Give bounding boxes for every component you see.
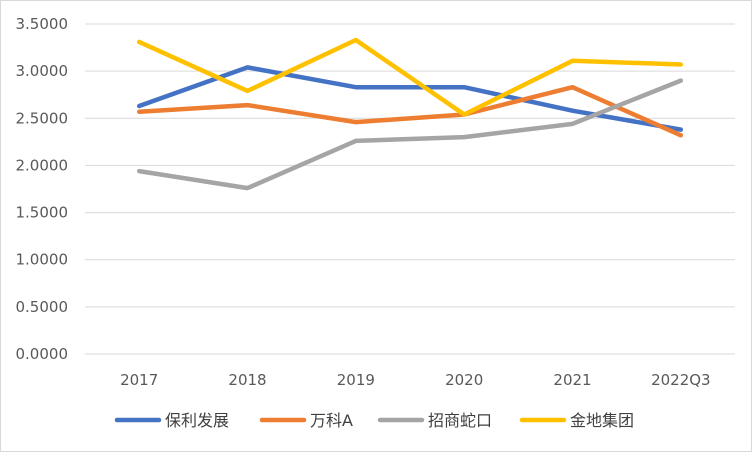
series-line-1 <box>136 65 684 132</box>
gridlines <box>85 23 735 355</box>
x-tick-label: 2018 <box>228 371 266 389</box>
legend: 保利发展 万科A 招商蛇口 金地集团 <box>114 411 634 430</box>
x-tick-label: 2021 <box>553 371 591 389</box>
legend-label: 金地集团 <box>570 411 634 430</box>
x-axis-tick-labels: 2017 2018 2019 2020 2021 2022Q3 <box>120 371 711 389</box>
x-tick-label: 2019 <box>337 371 375 389</box>
x-tick-label: 2017 <box>120 371 158 389</box>
y-tick-label: 0.5000 <box>16 298 69 316</box>
y-tick-label: 3.0000 <box>16 62 69 80</box>
legend-label: 万科A <box>310 411 353 430</box>
y-tick-label: 2.5000 <box>16 109 69 127</box>
y-tick-label: 1.5000 <box>16 204 69 222</box>
legend-label: 招商蛇口 <box>428 411 492 430</box>
y-axis-tick-labels: 0.0000 0.5000 1.0000 1.5000 2.0000 2.5000 3.00… <box>16 15 69 363</box>
x-tick-label: 2020 <box>445 371 483 389</box>
series-lines <box>136 37 684 191</box>
series-line-4 <box>136 37 684 117</box>
series-line-2 <box>136 84 684 138</box>
series-line-3 <box>136 78 684 191</box>
y-tick-label: 2.0000 <box>16 156 69 174</box>
y-tick-label: 3.5000 <box>16 15 69 33</box>
y-tick-label: 0.0000 <box>16 345 69 363</box>
legend-label: 保利发展 <box>165 411 229 430</box>
y-tick-label: 1.0000 <box>16 251 69 269</box>
x-tick-label: 2022Q3 <box>651 371 711 389</box>
